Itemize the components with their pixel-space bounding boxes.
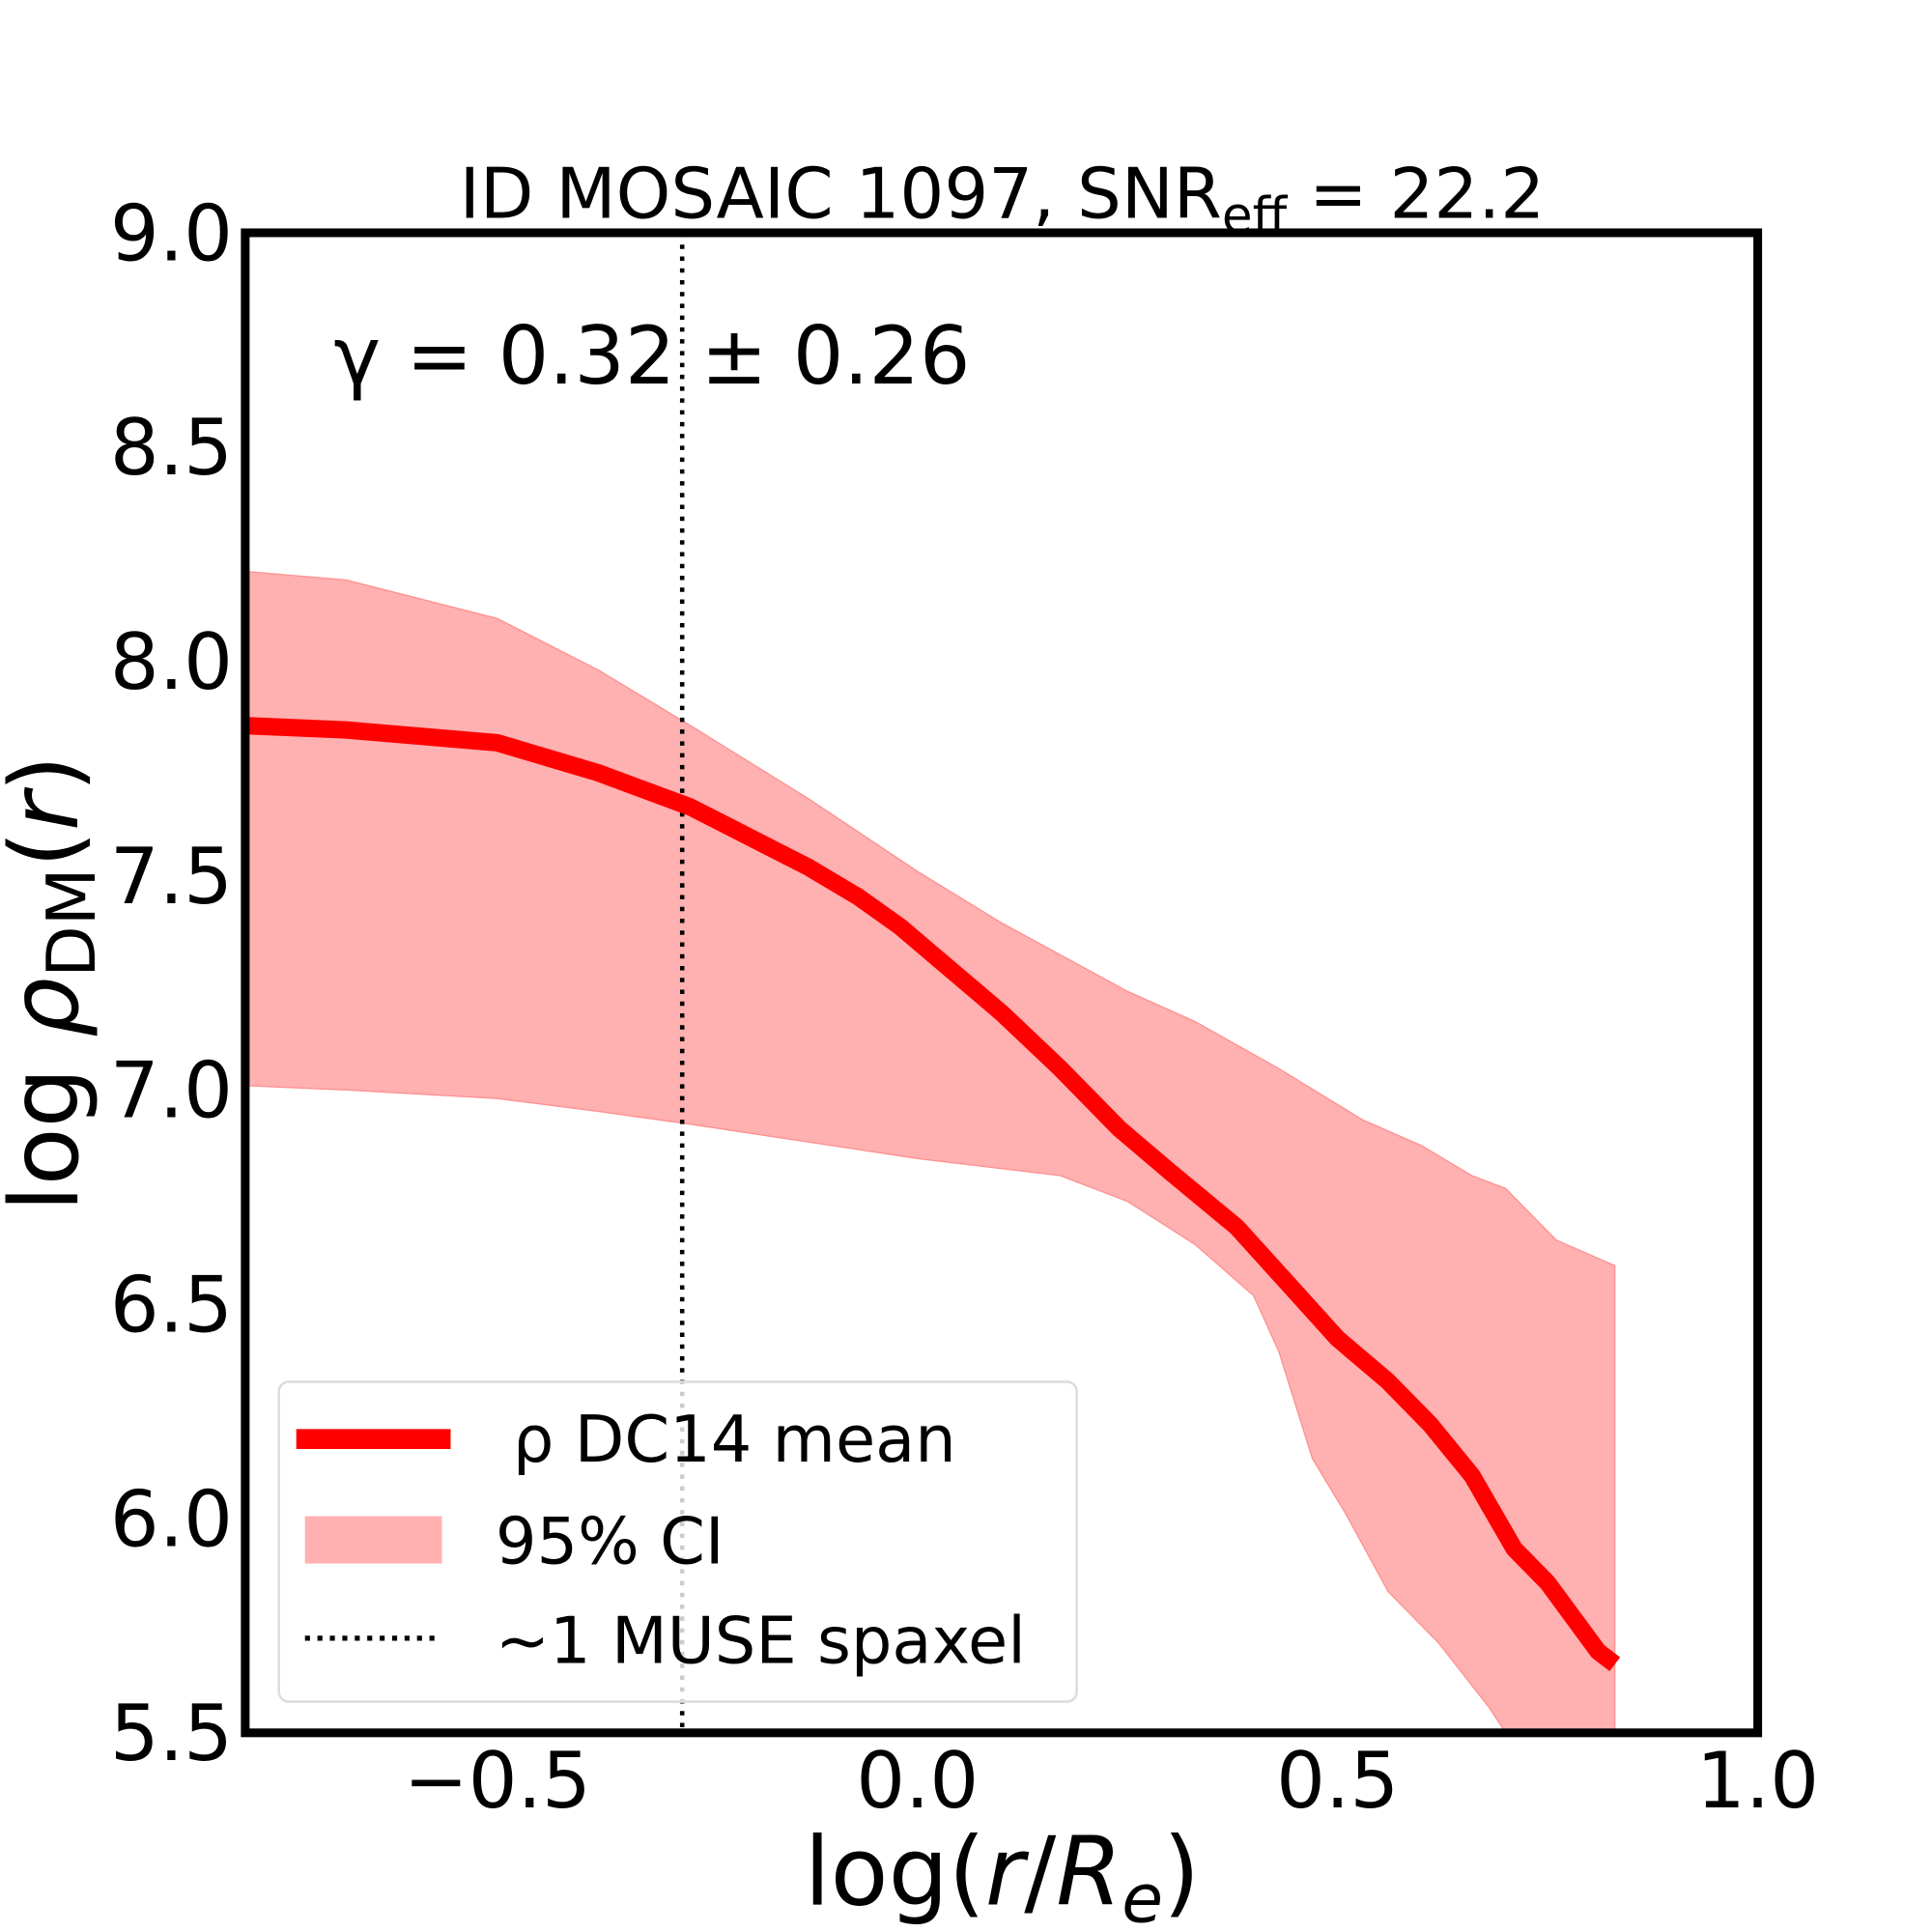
- legend-label-vline: ~1 MUSE spaxel: [496, 1604, 1026, 1679]
- annotation-gamma: γ = 0.32 ± 0.26: [333, 310, 970, 403]
- chart-title: ID MOSAIC 1097, SNReff = 22.2: [460, 155, 1546, 245]
- legend-swatch-ci: [304, 1516, 442, 1564]
- chart-title-main: ID MOSAIC 1097, SNR: [460, 155, 1222, 236]
- x-tick-label: 0.0: [856, 1736, 979, 1826]
- y-tick-label: 8.0: [110, 617, 233, 707]
- x-tick-label: −0.5: [404, 1736, 591, 1826]
- x-axis-label: log(r/Re): [804, 1818, 1200, 1932]
- y-tick-label: 7.5: [110, 832, 233, 922]
- legend: ρ DC14 mean 95% CI ~1 MUSE spaxel: [277, 1380, 1078, 1703]
- y-tick-label: 6.5: [110, 1260, 233, 1350]
- y-tick-label: 8.5: [110, 403, 233, 493]
- legend-box: [277, 1380, 1078, 1703]
- x-tick-label: 1.0: [1696, 1736, 1819, 1826]
- axes-frame: [241, 228, 1763, 1738]
- tick-labels: −0.5 0.0 0.5 1.0 5.5 6.0 6.5 7.0 7.5 8.0 8.5 9.0: [110, 188, 1819, 1826]
- y-tick-label: 5.5: [110, 1689, 233, 1778]
- legend-label-mean: ρ DC14 mean: [513, 1402, 956, 1477]
- y-tick-label: 9.0: [110, 188, 233, 278]
- legend-label-ci: 95% CI: [496, 1504, 724, 1579]
- y-axis-label: log ρDM(r): [0, 755, 111, 1212]
- chart-title-suffix: = 22.2: [1287, 155, 1545, 236]
- mean-line: [244, 717, 1621, 1671]
- y-tick-label: 6.0: [110, 1474, 233, 1564]
- ci-band: [244, 570, 1616, 1733]
- plot-area: [244, 232, 1621, 1733]
- y-tick-label: 7.0: [110, 1046, 233, 1136]
- x-tick-label: 0.5: [1276, 1736, 1399, 1826]
